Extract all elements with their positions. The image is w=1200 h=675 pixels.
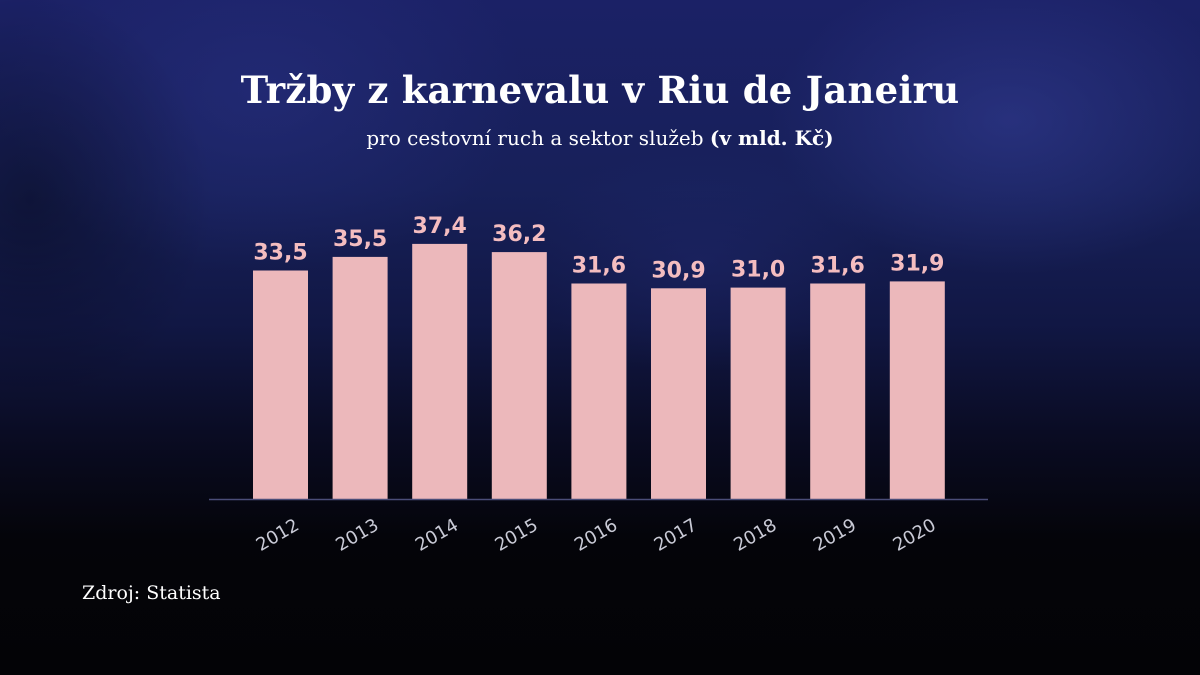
subtitle-unit: (v mld. Kč)	[709, 126, 834, 150]
x-tick-label-2015: 2015	[491, 515, 541, 556]
x-tick-labels-group: 2012 2013 2014 2015 2016 2017 2018 2019 2020	[253, 515, 940, 556]
x-tick-label-2013: 2013	[332, 515, 382, 556]
value-label-2013: 35,5	[333, 227, 387, 252]
value-label-2016: 31,6	[572, 254, 626, 279]
bar-2019	[810, 283, 866, 499]
value-label-2019: 31,6	[811, 254, 865, 279]
x-tick-label-2018: 2018	[730, 515, 780, 556]
bar-2018	[730, 287, 786, 499]
value-label-2014: 37,4	[413, 214, 467, 239]
bar-2017	[651, 288, 706, 499]
x-tick-label-2016: 2016	[571, 515, 621, 556]
value-label-2012: 33,5	[253, 241, 307, 266]
bar-2012	[253, 270, 308, 499]
x-tick-label-2019: 2019	[810, 515, 860, 556]
bar-2014	[412, 243, 468, 499]
source-note: Zdroj: Statista	[82, 582, 221, 604]
value-label-2018: 31,0	[731, 258, 785, 283]
chart-title: Tržby z karnevalu v Riu de Janeiru	[240, 68, 960, 112]
value-label-2017: 30,9	[651, 258, 705, 283]
x-tick-label-2014: 2014	[412, 515, 462, 556]
chart-subtitle: pro cestovní ruch a sektor služeb (v mld…	[0, 126, 1200, 150]
value-labels-group: 33,5 35,5 37,4 36,2 31,6 30,9 31,0 31,6 31,9	[253, 214, 944, 283]
subtitle-text: pro cestovní ruch a sektor služeb	[366, 126, 704, 150]
bar-2013	[332, 256, 388, 499]
value-label-2015: 36,2	[492, 222, 546, 247]
bars-group	[253, 243, 945, 499]
x-tick-label-2017: 2017	[651, 515, 701, 556]
x-tick-label-2012: 2012	[253, 515, 303, 556]
bar-2016	[571, 283, 627, 499]
x-tick-label-2020: 2020	[889, 515, 939, 556]
value-label-2020: 31,9	[890, 251, 944, 276]
bar-2015	[491, 252, 547, 499]
bar-2020	[889, 281, 945, 499]
